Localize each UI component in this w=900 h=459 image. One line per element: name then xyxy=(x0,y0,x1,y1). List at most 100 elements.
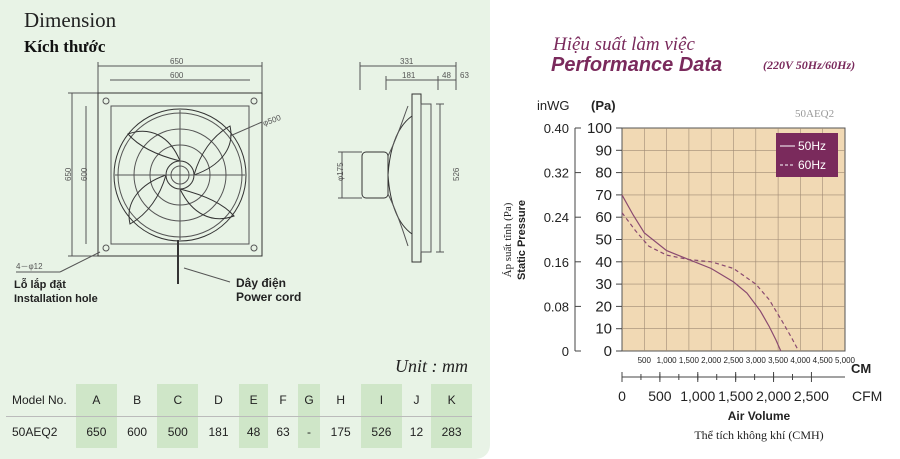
table-cell: 283 xyxy=(431,416,472,448)
y-unit-pa: (Pa) xyxy=(591,98,616,113)
table-cell: 63 xyxy=(276,425,290,440)
y-tick-inwg: 0.40 xyxy=(544,121,569,136)
legend: 50Hz 60Hz xyxy=(776,133,838,177)
y-tick-pa: 80 xyxy=(595,165,612,182)
table-header-cell: B xyxy=(116,384,158,417)
y-tick-inwg: 0.08 xyxy=(544,299,569,314)
y-tick-pa: 90 xyxy=(595,142,612,159)
fan-guard xyxy=(113,108,247,242)
dim-inner-height-label: 600 xyxy=(80,167,89,181)
y-label: Static Pressure xyxy=(516,200,528,280)
table-cell: 12 xyxy=(409,425,424,440)
table-header-cell: A xyxy=(76,384,117,417)
x-tick-cmh: 4,000 xyxy=(790,356,811,365)
table-header-cell: J xyxy=(401,384,432,417)
x-unit-cfm: CFM xyxy=(852,388,882,404)
x-tick-cfm: 2,000 xyxy=(756,388,791,404)
table-header-cell: G xyxy=(297,384,321,417)
dim-d1-label: 181 xyxy=(402,71,416,80)
x-label-vi: Thể tích không khí (CMH) xyxy=(694,428,823,442)
x-tick-cmh: 2,000 xyxy=(701,356,722,365)
x-tick-cfm: 1,500 xyxy=(718,388,753,404)
installation-hole-callout: Lỗ lắp đặt Installation hole xyxy=(14,278,98,306)
y-tick-inwg: 0.16 xyxy=(544,255,569,270)
x-label: Air Volume xyxy=(728,409,791,423)
performance-panel: Hiệu suất làm việc Performance Data (220… xyxy=(495,0,900,459)
table-cell: 650 xyxy=(76,416,117,448)
table-row: 50AEQ2 650 600 500 181 48 63-175 526 12 283 xyxy=(6,416,472,448)
y-tick-pa: 60 xyxy=(595,209,612,226)
power-cord-callout: Dây điện Power cord xyxy=(236,276,301,304)
dim-diameter-label: φ500 xyxy=(262,113,283,128)
y-tick-pa: 40 xyxy=(595,254,612,271)
table-cell: 500 xyxy=(157,416,199,448)
dimension-subtitle: Kích thước xyxy=(24,37,106,56)
table-header-row: Model No. A B C D E F G H I J K xyxy=(6,384,472,417)
performance-subtitle: Performance Data xyxy=(551,54,723,76)
installation-hole-vi: Lỗ lắp đặt xyxy=(14,279,66,291)
y-tick-pa: 50 xyxy=(595,232,612,249)
x-tick-cfm: 0 xyxy=(618,388,626,404)
power-cord-en: Power cord xyxy=(236,290,302,304)
y-tick-pa: 30 xyxy=(595,276,612,293)
y-tick-pa: 20 xyxy=(595,298,612,315)
table-header-cell: K xyxy=(431,384,472,417)
side-frame xyxy=(411,93,422,263)
y-tick-pa: 10 xyxy=(595,321,612,338)
table-cell: 600 xyxy=(127,425,148,440)
y-tick-pa: 0 xyxy=(604,343,612,360)
dim-inner-width-label: 600 xyxy=(170,71,184,80)
y-label-vi: Áp suất tĩnh (Pa) xyxy=(502,202,514,277)
table-header-cell: C xyxy=(157,384,199,417)
x-tick-cmh: 3,000 xyxy=(746,356,767,365)
x-tick-cmh: 3,500 xyxy=(768,356,789,365)
dim-d3-label: 63 xyxy=(460,71,469,80)
table-cell: 181 xyxy=(208,425,229,440)
table-cell: 50AEQ2 xyxy=(12,425,58,440)
spec-table: Model No. A B C D E F G H I J K 50AEQ2 650 600 500 181 48… xyxy=(6,384,472,448)
legend-60hz: 60Hz xyxy=(798,158,826,172)
table-header-cell: H xyxy=(320,384,362,417)
x-tick-cmh: 4,500 xyxy=(813,356,834,365)
front-frame xyxy=(97,92,263,257)
x-tick-cmh: 1,500 xyxy=(679,356,700,365)
model-label: 50AEQ2 xyxy=(795,108,834,120)
dim-width-label: 650 xyxy=(170,57,184,66)
performance-condition: (220V 50Hz/60Hz) xyxy=(763,58,856,72)
y-unit-inwg: inWG xyxy=(537,98,570,113)
y-tick-inwg: 0 xyxy=(562,344,569,359)
y-tick-inwg: 0.24 xyxy=(544,210,569,225)
y-tick-pa: 100 xyxy=(587,120,612,137)
x-unit-cm: CM xyxy=(851,361,871,376)
series-line-60hz xyxy=(621,212,800,352)
installation-hole-en: Installation hole xyxy=(14,293,98,305)
motor-housing xyxy=(361,151,389,199)
x-tick-cfm: 2,500 xyxy=(794,388,829,404)
power-cord-vi: Dây điện xyxy=(236,276,287,290)
y-tick-inwg: 0.32 xyxy=(544,166,569,181)
dim-height-label: 650 xyxy=(64,167,73,181)
dim-d2-label: 48 xyxy=(442,71,451,80)
series-line-50hz xyxy=(621,194,782,352)
hole-size-label: 4－φ12 xyxy=(16,262,43,271)
dimension-drawing: 650 600 650 600 φ500 331 181 48 63 φ175 … xyxy=(16,57,469,284)
table-header-cell: I xyxy=(361,384,402,417)
dimension-title: Dimension xyxy=(24,8,117,32)
dim-motor-label: φ175 xyxy=(336,162,345,181)
x-tick-cmh: 500 xyxy=(638,356,652,365)
dim-depth-label: 331 xyxy=(400,57,414,66)
x-tick-cmh: 5,000 xyxy=(835,356,856,365)
performance-chart: 0 10 20 30 40 50 60 70 80 90 100 0 0.08 0.16 0.24 0.32 0… xyxy=(502,98,882,442)
table-header-cell: Model No. xyxy=(6,384,76,417)
performance-title: Hiệu suất làm việc xyxy=(553,34,695,55)
x-tick-cmh: 2,500 xyxy=(723,356,744,365)
table-header-cell: E xyxy=(238,384,269,417)
dim-side-height-label: 526 xyxy=(452,167,461,181)
table-cell: 48 xyxy=(238,416,269,448)
y-tick-pa: 70 xyxy=(595,187,612,204)
table-cell: 175 xyxy=(330,425,351,440)
x-tick-cfm: 500 xyxy=(648,388,672,404)
table-cell: 526 xyxy=(361,416,402,448)
unit-label: Unit : mm xyxy=(395,356,468,376)
table-header-cell: D xyxy=(198,384,239,417)
